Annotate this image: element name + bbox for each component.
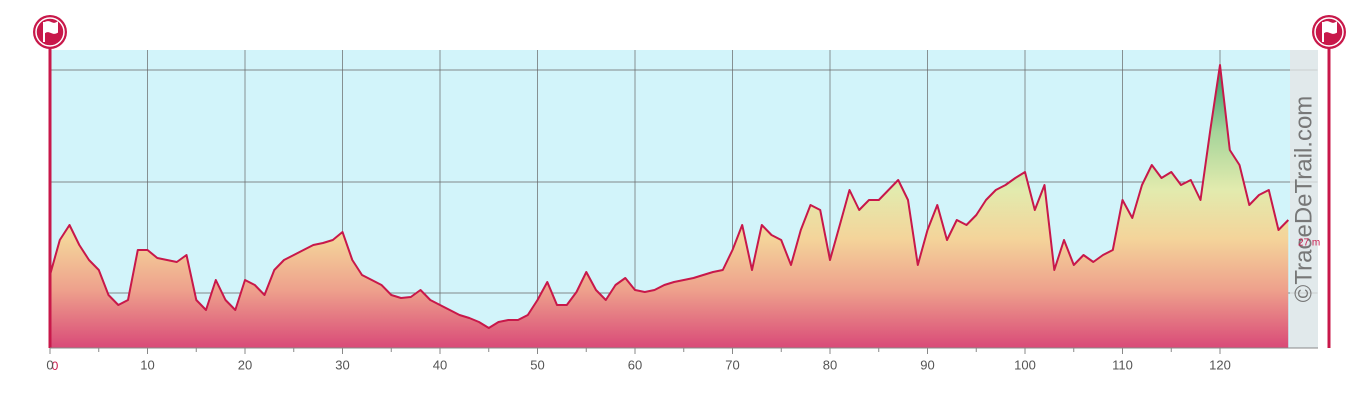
- x-tick-label: 20: [238, 357, 252, 372]
- end-label: 27 m: [1298, 238, 1320, 249]
- x-tick-label: 70: [725, 357, 739, 372]
- x-tick-label: 40: [433, 357, 447, 372]
- x-tick-label: 120: [1209, 357, 1231, 372]
- x-tick-label: 0: [46, 357, 53, 372]
- start-label: 0: [52, 359, 59, 373]
- x-tick-label: 80: [823, 357, 837, 372]
- x-tick-label: 100: [1014, 357, 1036, 372]
- x-tick-label: 90: [920, 357, 934, 372]
- start-flag: [33, 15, 67, 49]
- elevation-area: [50, 65, 1289, 348]
- end-flag: [1312, 15, 1346, 49]
- elevation-line: [49, 64, 1290, 329]
- x-tick-label: 30: [335, 357, 349, 372]
- watermark: ©TraceDeTrail.com: [1290, 96, 1317, 303]
- watermark-band: [1290, 50, 1318, 348]
- x-tick-label: 50: [530, 357, 544, 372]
- x-tick-label: 110: [1112, 357, 1133, 372]
- x-tick-label: 10: [140, 357, 154, 372]
- x-tick-label: 60: [628, 357, 642, 372]
